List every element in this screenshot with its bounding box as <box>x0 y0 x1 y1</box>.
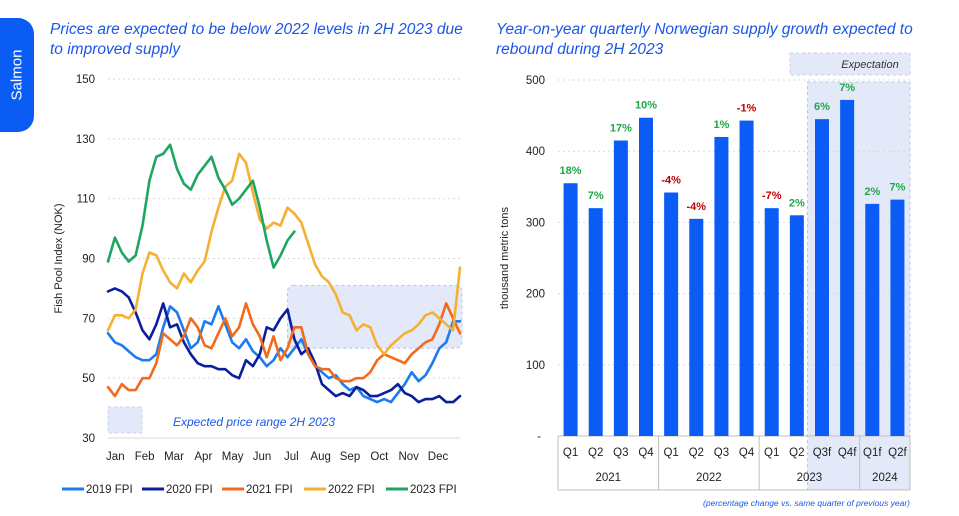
x-quarter-label: Q2 <box>789 447 804 459</box>
y-tick-label: 300 <box>526 217 545 229</box>
expected-range-legend-swatch <box>107 406 143 434</box>
expected-range-box <box>286 284 463 349</box>
bar <box>890 199 905 436</box>
x-quarter-label: Q3 <box>714 447 729 459</box>
growth-label: 1% <box>713 119 729 131</box>
y-tick-label: 30 <box>82 433 95 445</box>
growth-label: 7% <box>839 82 855 94</box>
growth-label: 18% <box>560 165 582 177</box>
growth-label: -4% <box>661 174 681 186</box>
x-quarter-label: Q2f <box>888 447 907 459</box>
x-quarter-label: Q1f <box>863 447 882 459</box>
bar <box>764 208 779 436</box>
expected-range-legend-label: Expected price range 2H 2023 <box>173 415 335 429</box>
series-line-2023-fpi <box>106 143 296 269</box>
y-tick-label: 50 <box>82 373 95 385</box>
y-axis-label: Fish Pool Index (NOK) <box>53 203 65 313</box>
bar <box>815 119 829 436</box>
growth-label: 2% <box>789 197 805 209</box>
growth-label: 17% <box>610 123 632 135</box>
x-year-label: 2023 <box>797 472 823 484</box>
y-tick-label: 150 <box>76 74 95 86</box>
bar <box>588 208 603 436</box>
x-quarter-label: Q4 <box>739 447 755 459</box>
bar <box>613 140 628 436</box>
bar <box>639 117 653 437</box>
x-month-label: Dec <box>428 451 449 463</box>
x-month-label: Nov <box>398 451 419 463</box>
growth-label: 2% <box>864 186 880 198</box>
series-line-2021-fpi <box>106 302 462 398</box>
x-month-label: Jan <box>106 451 125 463</box>
bar <box>840 99 855 436</box>
bar <box>865 203 880 436</box>
bar <box>664 192 679 436</box>
growth-label: 7% <box>889 182 905 194</box>
x-year-label: 2021 <box>595 472 621 484</box>
legend-label: 2023 FPI <box>410 484 457 496</box>
growth-label: -1% <box>737 103 757 115</box>
legend-label: 2020 FPI <box>166 484 213 496</box>
x-year-label: 2024 <box>872 472 898 484</box>
y-tick-label: 100 <box>526 360 545 372</box>
bar <box>714 136 729 436</box>
growth-label: 7% <box>588 190 604 202</box>
legend-label: 2021 FPI <box>246 484 293 496</box>
sidebar-tab: Salmon <box>0 18 34 132</box>
y-tick-label: 500 <box>526 75 545 87</box>
x-month-label: Mar <box>164 451 184 463</box>
y-tick-label: 90 <box>82 254 95 266</box>
x-month-label: Aug <box>310 451 330 463</box>
right-chart-title: Year-on-year quarterly Norwegian supply … <box>496 21 913 58</box>
x-quarter-label: Q3 <box>613 447 628 459</box>
series-line-2022-fpi <box>106 152 462 356</box>
x-month-label: Sep <box>340 451 360 463</box>
bar <box>563 183 578 436</box>
y-tick-label: 400 <box>526 146 545 158</box>
y-tick-label: 110 <box>77 194 95 206</box>
growth-label: -7% <box>762 190 782 202</box>
x-month-label: Jun <box>253 451 272 463</box>
x-quarter-label: Q1 <box>764 447 779 459</box>
legend-label: 2022 FPI <box>328 484 375 496</box>
x-quarter-label: Q1 <box>663 447 678 459</box>
y-tick-label: 200 <box>526 289 545 301</box>
y-axis-label: thousand metric tons <box>499 206 511 309</box>
x-year-label: 2022 <box>696 472 722 484</box>
y-tick-label: 130 <box>76 134 95 146</box>
x-month-label: May <box>222 451 244 463</box>
y-tick-label: 70 <box>82 313 95 325</box>
x-quarter-label: Q4f <box>838 447 857 459</box>
growth-label: 6% <box>814 101 830 113</box>
x-quarter-label: Q4 <box>638 447 654 459</box>
x-quarter-label: Q2 <box>689 447 704 459</box>
series-line-2020-fpi <box>106 287 462 404</box>
x-quarter-label: Q3f <box>813 447 832 459</box>
growth-label: 10% <box>635 100 657 112</box>
growth-label: -4% <box>687 201 707 213</box>
x-month-label: Jul <box>284 451 299 463</box>
bar <box>739 120 754 437</box>
bar <box>789 215 804 436</box>
y-tick-label-zero: - <box>537 431 541 443</box>
left-chart-title: Prices are expected to be below 2022 lev… <box>50 21 463 58</box>
x-quarter-label: Q1 <box>563 447 578 459</box>
bar <box>689 218 704 436</box>
expectation-legend-box <box>789 52 911 76</box>
footnote: (percentage change vs. same quarter of p… <box>703 498 910 508</box>
x-month-label: Apr <box>194 451 212 463</box>
x-month-label: Oct <box>370 451 389 463</box>
x-month-label: Feb <box>135 451 155 463</box>
x-quarter-label: Q2 <box>588 447 603 459</box>
expectation-legend-label: Expectation <box>841 59 898 71</box>
legend-label: 2019 FPI <box>86 484 133 496</box>
